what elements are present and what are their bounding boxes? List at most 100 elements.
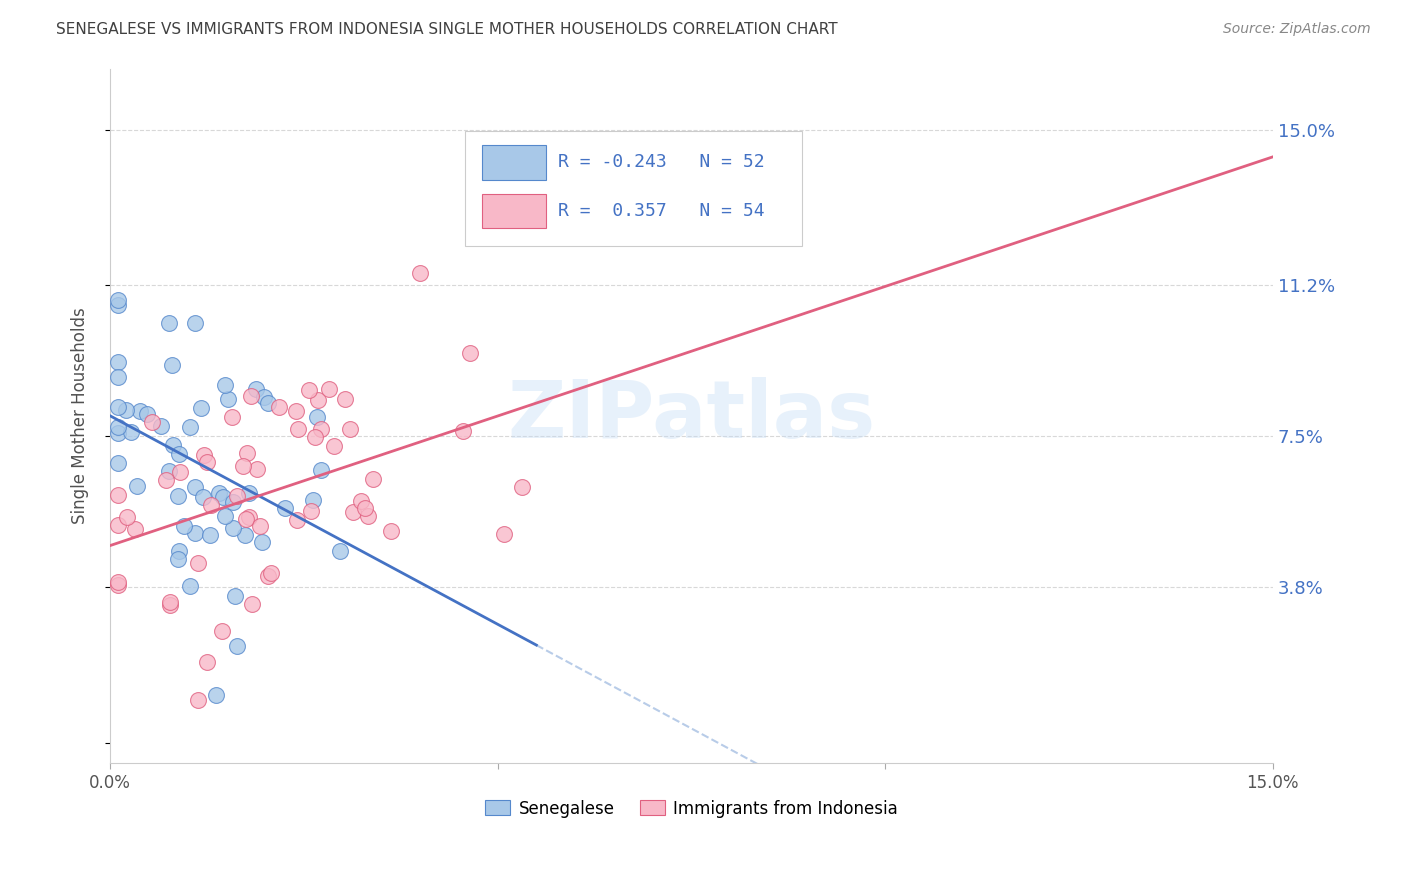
Point [204, 688, 226, 702]
Point [107, 370, 129, 384]
Point [162, 438, 184, 452]
Point [195, 455, 218, 469]
Point [361, 472, 384, 486]
Point [260, 566, 283, 581]
Point [221, 409, 243, 424]
Point [214, 377, 236, 392]
Point [510, 480, 533, 494]
Point [235, 512, 257, 526]
Point [302, 493, 325, 508]
Point [107, 426, 129, 441]
Point [494, 527, 516, 541]
Point [240, 597, 263, 611]
Point [107, 575, 129, 590]
Point [269, 400, 291, 414]
Point [169, 465, 191, 479]
Point [167, 447, 190, 461]
Point [120, 425, 142, 439]
Point [232, 458, 254, 473]
Text: Source: ZipAtlas.com: Source: ZipAtlas.com [1223, 22, 1371, 37]
Point [173, 519, 195, 533]
Point [160, 358, 183, 372]
Point [107, 420, 129, 434]
Point [329, 543, 352, 558]
Point [200, 498, 222, 512]
Point [157, 464, 180, 478]
Point [451, 425, 474, 439]
Point [318, 382, 340, 396]
Point [240, 389, 263, 403]
Point [273, 501, 295, 516]
Point [107, 298, 129, 312]
Point [380, 524, 402, 539]
Y-axis label: Single Mother Households: Single Mother Households [72, 308, 89, 524]
Point [285, 513, 308, 527]
Point [157, 316, 180, 330]
Point [184, 317, 207, 331]
Point [225, 489, 247, 503]
Point [257, 396, 280, 410]
Point [214, 508, 236, 523]
Point [350, 494, 373, 508]
Point [167, 552, 190, 566]
Point [187, 693, 209, 707]
Text: SENEGALESE VS IMMIGRANTS FROM INDONESIA SINGLE MOTHER HOUSEHOLDS CORRELATION CHA: SENEGALESE VS IMMIGRANTS FROM INDONESIA … [56, 22, 838, 37]
Point [183, 525, 205, 540]
FancyBboxPatch shape [482, 194, 546, 228]
Point [217, 392, 239, 407]
Point [238, 486, 260, 500]
Point [253, 390, 276, 404]
Point [159, 598, 181, 612]
Point [309, 421, 332, 435]
Point [107, 578, 129, 592]
Point [339, 422, 361, 436]
Point [129, 404, 152, 418]
Point [357, 508, 380, 523]
Point [409, 266, 432, 280]
Point [298, 383, 321, 397]
Point [107, 293, 129, 307]
Point [235, 527, 257, 541]
Point [193, 449, 215, 463]
Point [107, 488, 129, 502]
Point [124, 522, 146, 536]
Point [246, 462, 269, 476]
Legend: Senegalese, Immigrants from Indonesia: Senegalese, Immigrants from Indonesia [478, 793, 904, 824]
Point [322, 439, 344, 453]
Point [299, 504, 322, 518]
Point [183, 480, 205, 494]
Point [284, 404, 307, 418]
Point [307, 409, 329, 424]
Point [236, 446, 259, 460]
Point [159, 595, 181, 609]
Point [125, 478, 148, 492]
Point [333, 392, 356, 407]
Point [211, 490, 233, 504]
Point [245, 382, 267, 396]
Point [238, 509, 260, 524]
Point [155, 473, 177, 487]
Point [115, 509, 138, 524]
Point [190, 401, 212, 416]
Point [179, 579, 201, 593]
Point [224, 589, 246, 603]
Point [107, 355, 129, 369]
Point [354, 500, 377, 515]
Point [114, 402, 136, 417]
FancyBboxPatch shape [482, 145, 546, 179]
Point [309, 463, 332, 477]
Point [207, 486, 229, 500]
Point [342, 505, 364, 519]
Point [256, 569, 278, 583]
Point [149, 419, 172, 434]
Point [252, 535, 274, 549]
Point [458, 345, 481, 359]
Point [187, 556, 209, 570]
Point [179, 420, 201, 434]
Point [211, 624, 233, 638]
FancyBboxPatch shape [465, 131, 801, 245]
Point [222, 521, 245, 535]
Point [107, 518, 129, 533]
Point [249, 519, 271, 533]
Point [287, 422, 309, 436]
